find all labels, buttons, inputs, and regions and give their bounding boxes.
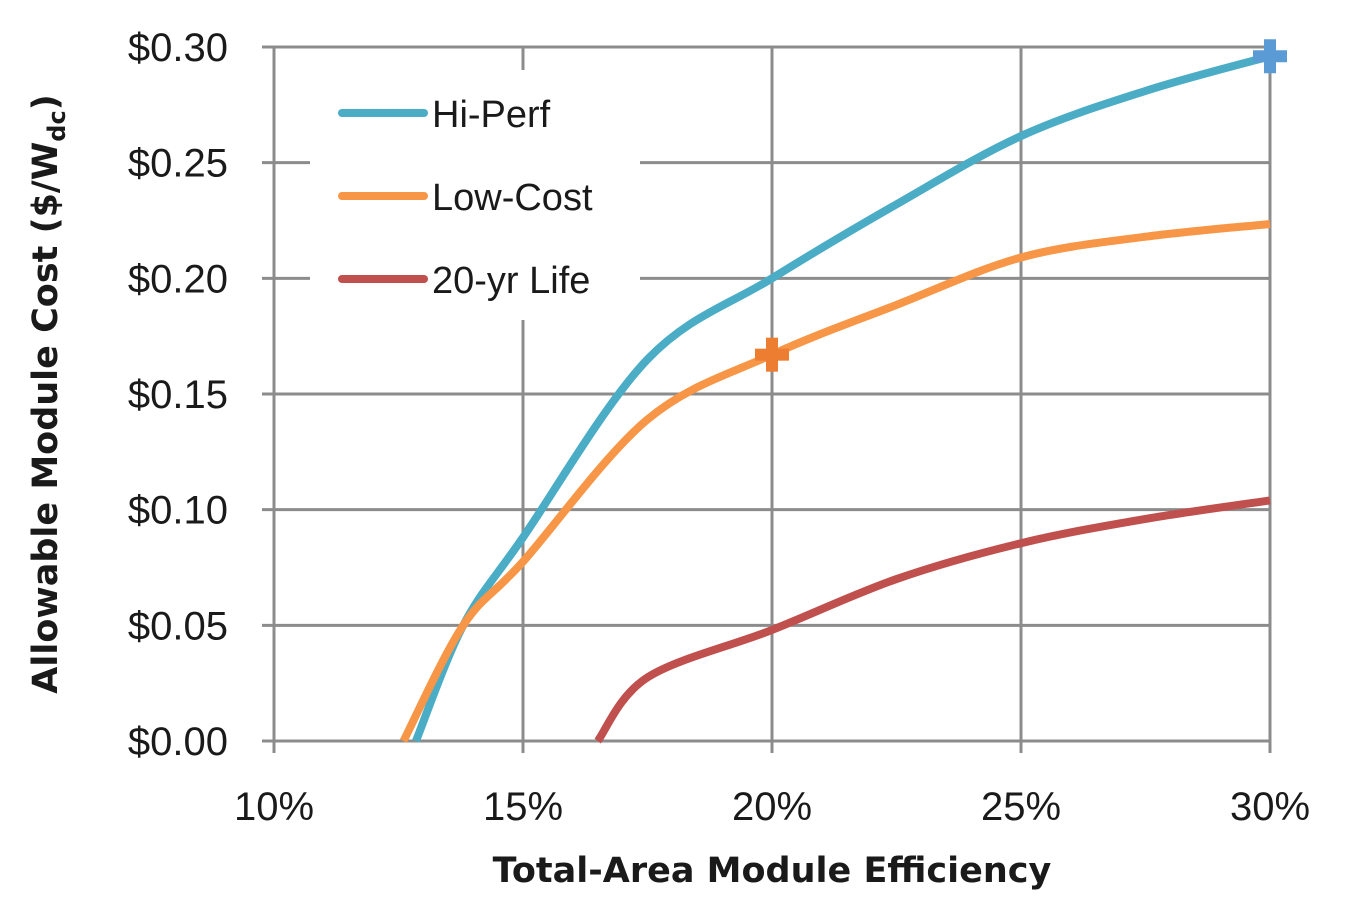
y-tick-label: $0.10 (128, 489, 228, 533)
legend-item: Hi-Perf (338, 94, 551, 136)
series-line-hi-perf (412, 52, 1272, 743)
x-axis-title: Total-Area Module Efficiency (493, 851, 1052, 891)
plus-marker (755, 337, 789, 372)
legend-item: Low-Cost (338, 177, 593, 219)
x-tick-label: 10% (234, 785, 314, 829)
legend-label: Hi-Perf (432, 94, 551, 136)
y-axis-title: Allowable Module Cost ($/Wdc) (26, 94, 71, 693)
y-tick-label: $0.30 (128, 26, 228, 70)
x-tick-label: 15% (483, 785, 563, 829)
x-tick-label: 20% (732, 785, 812, 829)
y-axis-title-main: Allowable Module Cost ($/W (26, 142, 66, 694)
y-tick-label: $0.05 (128, 604, 228, 648)
markers-group (755, 39, 1287, 372)
y-axis-title-subscript: dc (43, 110, 71, 141)
tick-labels: $0.00 $0.05 $0.10 $0.15 $0.20 $0.25 $0.30 10% 15… (128, 26, 1310, 829)
legend-item: 20-yr Life (338, 260, 590, 302)
y-tick-label: $0.25 (128, 142, 228, 186)
x-tick-label: 25% (981, 785, 1061, 829)
legend: Hi-Perf Low-Cost 20-yr Life (310, 70, 640, 320)
y-axis-title-close: ) (26, 94, 66, 110)
legend-label: 20-yr Life (432, 260, 590, 302)
x-tick-label: 30% (1230, 785, 1310, 829)
legend-label: Low-Cost (432, 177, 593, 219)
y-tick-label: $0.00 (128, 720, 228, 764)
y-tick-label: $0.20 (128, 257, 228, 301)
plus-marker (1253, 39, 1287, 74)
y-tick-label: $0.15 (128, 373, 228, 417)
series-line-20-yr-life (594, 496, 1271, 744)
